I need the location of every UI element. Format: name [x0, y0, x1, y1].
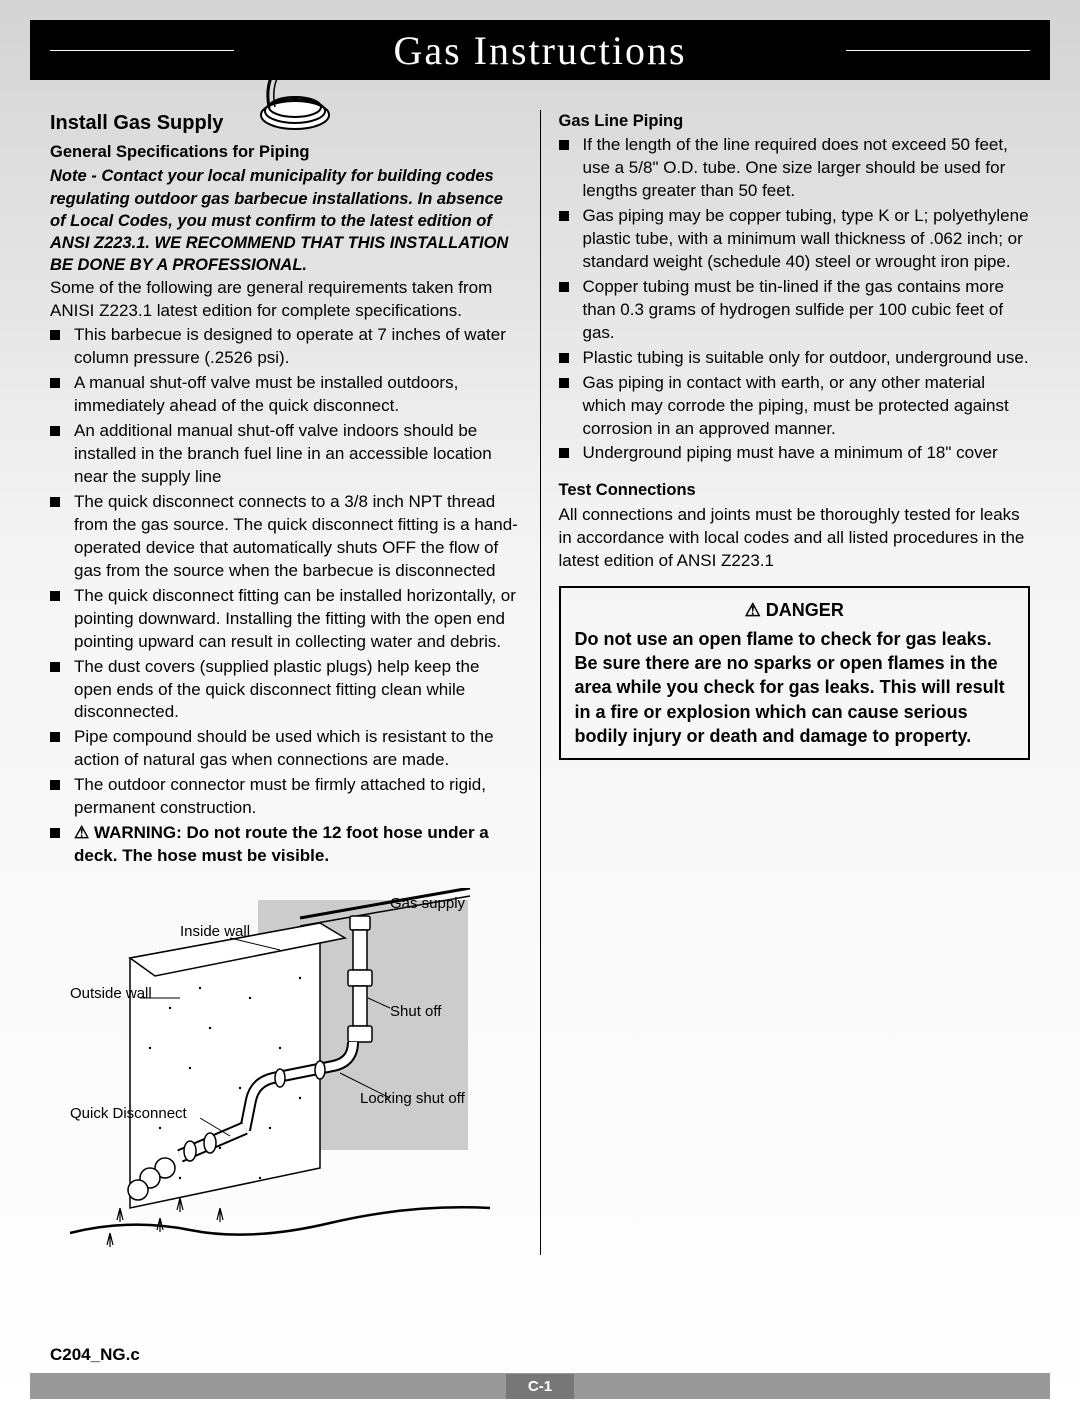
test-body: All connections and joints must be thoro…: [559, 504, 1031, 573]
footer-page: C-1: [506, 1374, 574, 1399]
label-locking-shut-off: Locking shut off: [360, 1090, 466, 1107]
warning-text: ⚠ WARNING: Do not route the 12 foot hose…: [50, 822, 522, 868]
header-title: Gas Instructions: [393, 27, 686, 74]
list-item: Underground piping must have a minimum o…: [559, 442, 1031, 465]
spec-bullets: This barbecue is designed to operate at …: [50, 324, 522, 820]
label-inside-wall: Inside wall: [180, 923, 250, 940]
list-item: Plastic tubing is suitable only for outd…: [559, 347, 1031, 370]
list-item: Pipe compound should be used which is re…: [50, 726, 522, 772]
danger-box: ⚠ DANGER Do not use an open flame to che…: [559, 586, 1031, 760]
list-item: If the length of the line required does …: [559, 134, 1031, 203]
danger-body: Do not use an open flame to check for ga…: [575, 627, 1015, 748]
note-text: Note - Contact your local municipality f…: [50, 165, 522, 276]
list-item: This barbecue is designed to operate at …: [50, 324, 522, 370]
footer-bar: C-1: [30, 1373, 1050, 1399]
piping-bullets: If the length of the line required does …: [559, 134, 1031, 465]
right-column: Gas Line Piping If the length of the lin…: [541, 110, 1031, 1255]
test-heading: Test Connections: [559, 479, 1031, 501]
gas-supply-diagram: Gas supply Inside wall Outside wall Shut…: [50, 888, 522, 1255]
label-gas-supply: Gas supply: [390, 895, 466, 912]
danger-title: ⚠ DANGER: [575, 598, 1015, 622]
list-item: The quick disconnect connects to a 3/8 i…: [50, 491, 522, 583]
label-shut-off: Shut off: [390, 1003, 442, 1020]
list-item: A manual shut-off valve must be installe…: [50, 372, 522, 418]
content-columns: Install Gas Supply General Specification…: [0, 80, 1080, 1255]
label-outside-wall: Outside wall: [70, 985, 152, 1002]
piping-heading: Gas Line Piping: [559, 110, 1031, 132]
list-item: The outdoor connector must be firmly att…: [50, 774, 522, 820]
list-item: The quick disconnect fitting can be inst…: [50, 585, 522, 654]
list-item: The dust covers (supplied plastic plugs)…: [50, 656, 522, 725]
list-item: Copper tubing must be tin-lined if the g…: [559, 276, 1031, 345]
left-column: Install Gas Supply General Specification…: [50, 110, 541, 1255]
spec-heading: General Specifications for Piping: [50, 141, 522, 163]
hose-coil-icon: [255, 65, 335, 135]
intro-text: Some of the following are general requir…: [50, 277, 522, 323]
list-item: Gas piping in contact with earth, or any…: [559, 372, 1031, 441]
list-item: An additional manual shut-off valve indo…: [50, 420, 522, 489]
header-bar: Gas Instructions: [30, 20, 1050, 80]
footer-code: C204_NG.c: [50, 1345, 140, 1365]
label-quick-disconnect: Quick Disconnect: [70, 1105, 188, 1122]
list-item: Gas piping may be copper tubing, type K …: [559, 205, 1031, 274]
